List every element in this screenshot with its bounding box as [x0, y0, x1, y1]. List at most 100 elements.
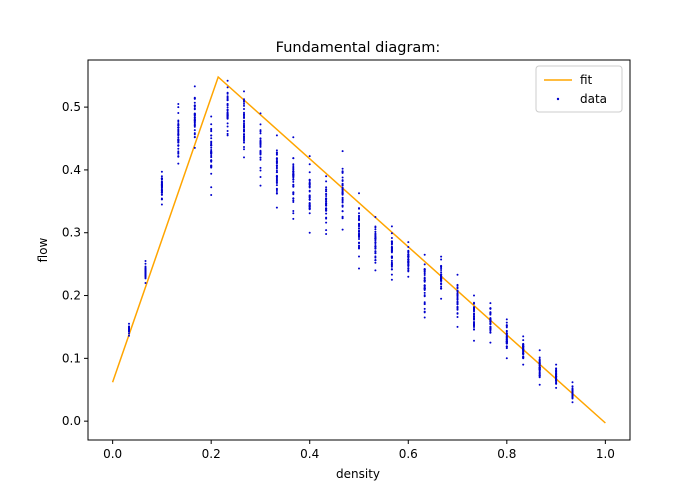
data-point — [275, 184, 278, 187]
data-point — [456, 273, 459, 276]
data-point — [341, 210, 344, 213]
data-point — [423, 263, 426, 266]
data-point — [407, 275, 410, 278]
data-point — [473, 326, 475, 328]
x-tick-label: 0.6 — [399, 447, 418, 461]
data-point — [160, 203, 163, 206]
data-point — [275, 149, 278, 152]
data-point — [358, 207, 360, 210]
data-point — [358, 192, 360, 195]
data-point — [325, 203, 328, 205]
data-point — [325, 212, 328, 215]
data-point — [390, 249, 393, 252]
data-point — [325, 221, 328, 224]
data-point — [160, 178, 163, 181]
data-point — [341, 216, 344, 219]
data-point — [210, 151, 213, 154]
legend: fit data — [535, 65, 623, 113]
data-point — [243, 108, 245, 110]
data-point — [538, 372, 541, 375]
data-point — [341, 170, 344, 173]
data-point — [308, 203, 311, 206]
data-point — [210, 137, 213, 140]
data-point — [210, 134, 213, 137]
data-point — [243, 135, 245, 138]
data-point — [210, 172, 213, 175]
data-point — [259, 143, 262, 146]
data-point — [341, 179, 344, 182]
data-point — [259, 151, 262, 154]
data-point — [423, 284, 426, 287]
data-point — [325, 180, 328, 183]
x-tick-label: 0.4 — [300, 447, 319, 461]
data-point — [308, 231, 311, 234]
data-point — [473, 328, 475, 331]
y-axis-label: flow — [36, 237, 50, 262]
data-point — [522, 356, 525, 359]
data-point — [358, 246, 360, 249]
data-point — [193, 113, 196, 116]
data-point — [374, 243, 377, 245]
data-point — [538, 368, 541, 370]
data-point — [292, 212, 295, 215]
data-point — [226, 108, 229, 111]
data-point — [259, 153, 262, 156]
data-point — [259, 140, 262, 143]
data-point — [177, 120, 180, 123]
data-point — [308, 155, 311, 158]
data-point — [571, 394, 574, 397]
data-point — [259, 123, 262, 126]
y-tick-label: 0.3 — [62, 226, 81, 240]
data-point — [275, 181, 278, 184]
data-point — [423, 294, 426, 297]
data-point — [193, 136, 196, 139]
data-point — [407, 253, 410, 256]
data-point — [374, 216, 377, 218]
data-point — [555, 373, 558, 376]
data-point — [407, 269, 410, 271]
data-point — [423, 291, 426, 294]
data-point — [292, 176, 295, 179]
data-point — [374, 250, 377, 253]
data-point — [226, 114, 229, 117]
data-point — [489, 302, 492, 305]
data-point — [374, 230, 377, 233]
data-point — [177, 128, 180, 131]
data-point — [390, 278, 393, 281]
data-point — [275, 158, 278, 161]
data-point — [473, 310, 475, 312]
data-point — [193, 124, 196, 127]
chart-title: Fundamental diagram: — [276, 40, 441, 56]
x-tick-label: 0.2 — [202, 447, 221, 461]
data-point — [308, 171, 311, 174]
data-point — [275, 167, 278, 170]
data-point — [160, 185, 163, 188]
data-point — [390, 265, 393, 268]
data-point — [177, 134, 180, 137]
data-point — [407, 267, 410, 270]
data-point — [341, 184, 344, 187]
data-point — [210, 115, 213, 118]
data-point — [440, 283, 443, 286]
data-point — [308, 190, 311, 193]
data-point — [390, 243, 393, 246]
data-point — [226, 92, 229, 95]
y-tick-label: 0.5 — [62, 100, 81, 114]
data-point — [292, 201, 295, 203]
data-point — [177, 147, 180, 150]
plot-area — [111, 75, 606, 424]
data-point — [390, 240, 393, 243]
data-point — [341, 228, 344, 231]
x-tick-label: 0.0 — [103, 447, 122, 461]
data-point — [177, 141, 180, 144]
data-point — [243, 148, 245, 151]
data-point — [243, 141, 245, 144]
data-point — [489, 322, 492, 325]
data-point — [407, 258, 410, 261]
data-point — [390, 225, 393, 228]
data-point — [538, 370, 541, 373]
data-point — [358, 241, 360, 244]
data-point — [292, 191, 295, 194]
data-point — [423, 272, 426, 275]
